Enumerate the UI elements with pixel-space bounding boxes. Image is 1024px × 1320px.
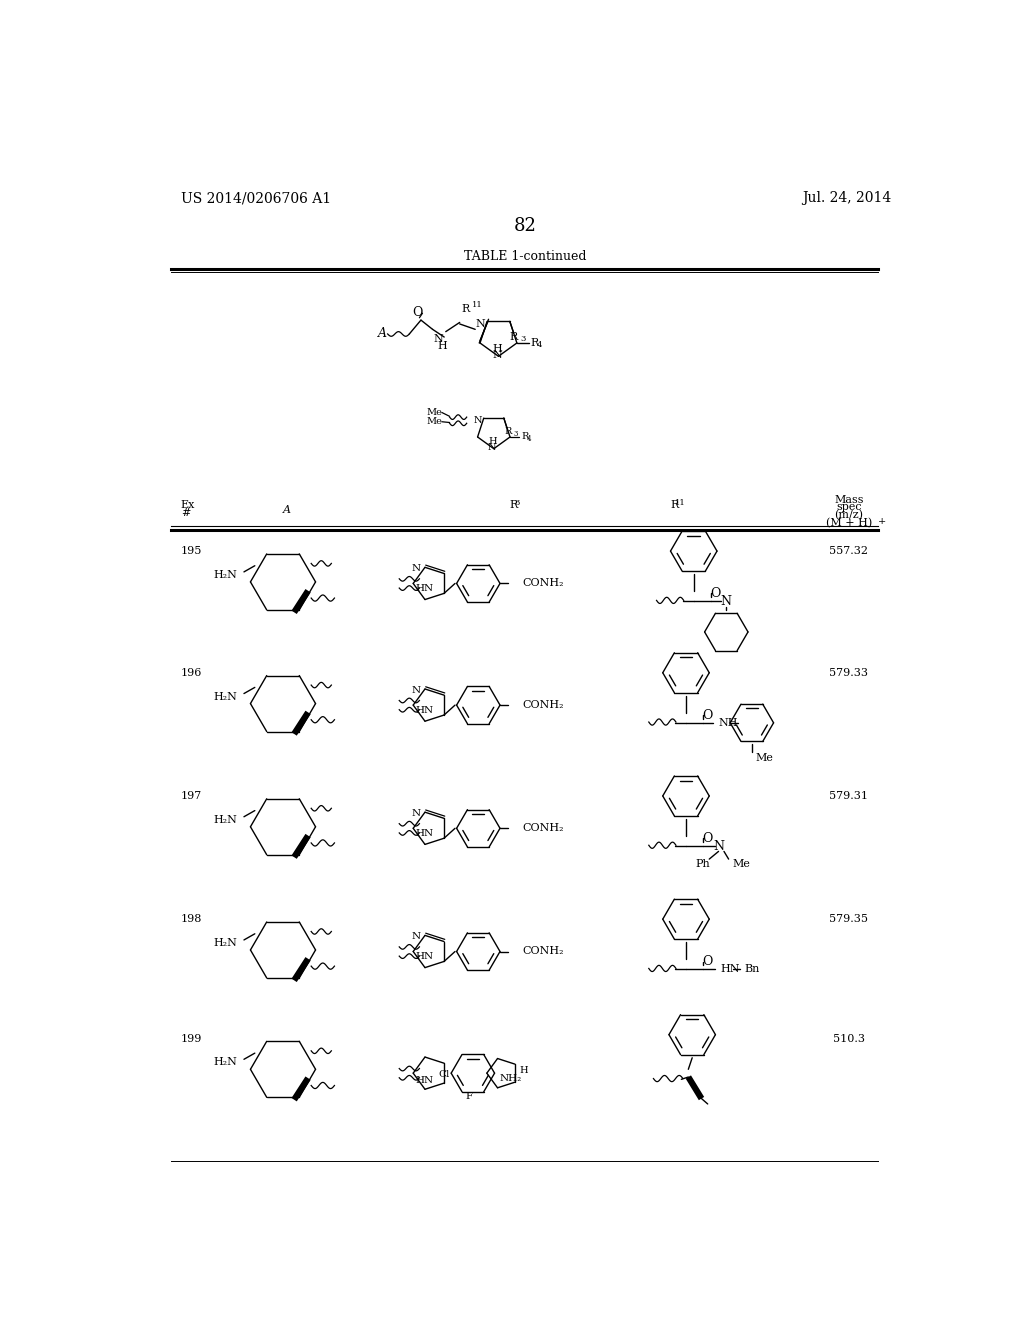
Text: CONH₂: CONH₂ <box>522 946 564 957</box>
Text: R: R <box>530 338 539 348</box>
Text: 4: 4 <box>527 436 531 444</box>
Text: H: H <box>492 343 502 354</box>
Text: O: O <box>702 954 713 968</box>
Text: HN: HN <box>720 964 739 974</box>
Text: Me: Me <box>756 754 773 763</box>
Text: 11: 11 <box>472 301 483 309</box>
Text: HN: HN <box>416 585 434 593</box>
Text: HN: HN <box>416 706 434 715</box>
Text: TABLE 1-continued: TABLE 1-continued <box>464 251 586 264</box>
Text: Mass: Mass <box>834 495 863 504</box>
Text: 197: 197 <box>180 791 202 801</box>
Text: HN: HN <box>416 952 434 961</box>
Text: (m/z): (m/z) <box>835 510 863 520</box>
Text: H₂N: H₂N <box>214 692 238 702</box>
Text: Me: Me <box>426 417 442 426</box>
Text: 82: 82 <box>513 218 537 235</box>
Text: N: N <box>721 594 732 607</box>
Text: Jul. 24, 2014: Jul. 24, 2014 <box>802 191 892 206</box>
Text: HN: HN <box>416 829 434 838</box>
Text: R: R <box>671 500 679 510</box>
Text: A: A <box>283 504 291 515</box>
Text: R: R <box>461 304 469 314</box>
Text: HN: HN <box>416 1076 434 1085</box>
Text: 3: 3 <box>520 335 525 343</box>
Text: H₂N: H₂N <box>214 814 238 825</box>
Text: Ph: Ph <box>695 859 711 869</box>
Text: N: N <box>488 442 497 451</box>
Text: (M + H): (M + H) <box>825 517 871 528</box>
Text: R: R <box>521 433 529 441</box>
Text: 4: 4 <box>537 342 543 350</box>
Text: R: R <box>510 331 518 342</box>
Text: 510.3: 510.3 <box>833 1034 864 1044</box>
Text: 3: 3 <box>514 499 519 507</box>
Text: Me: Me <box>426 408 442 417</box>
Text: N: N <box>492 350 502 360</box>
Text: O: O <box>702 832 713 845</box>
Text: H: H <box>519 1065 528 1074</box>
Text: NH: NH <box>719 718 738 727</box>
Text: US 2014/0206706 A1: US 2014/0206706 A1 <box>180 191 331 206</box>
Text: N: N <box>412 565 421 573</box>
Text: H₂N: H₂N <box>214 1057 238 1068</box>
Text: CONH₂: CONH₂ <box>522 700 564 710</box>
Text: N: N <box>412 809 421 818</box>
Text: H: H <box>488 437 497 446</box>
Text: 579.35: 579.35 <box>829 915 868 924</box>
Text: CONH₂: CONH₂ <box>522 824 564 833</box>
Text: NH₂: NH₂ <box>499 1074 521 1084</box>
Text: 196: 196 <box>180 668 202 677</box>
Text: R: R <box>509 500 517 510</box>
Text: N: N <box>473 416 482 425</box>
Text: Me: Me <box>732 859 751 869</box>
Text: 11: 11 <box>675 499 686 507</box>
Text: 579.33: 579.33 <box>829 668 868 677</box>
Text: N: N <box>433 334 442 345</box>
Text: 557.32: 557.32 <box>829 546 868 556</box>
Text: N: N <box>412 932 421 941</box>
Text: H: H <box>438 342 447 351</box>
Text: 199: 199 <box>180 1034 202 1044</box>
Text: 579.31: 579.31 <box>829 791 868 801</box>
Text: R: R <box>504 428 511 437</box>
Text: O: O <box>412 306 422 319</box>
Text: N: N <box>475 318 485 329</box>
Text: 195: 195 <box>180 546 202 556</box>
Text: Cl: Cl <box>438 1071 450 1080</box>
Text: O: O <box>702 709 713 722</box>
Text: H₂N: H₂N <box>214 570 238 579</box>
Text: CONH₂: CONH₂ <box>522 578 564 589</box>
Text: N: N <box>713 840 724 853</box>
Text: 3: 3 <box>513 430 517 438</box>
Text: 198: 198 <box>180 915 202 924</box>
Text: H₂N: H₂N <box>214 939 238 948</box>
Text: O: O <box>711 587 721 601</box>
Text: +: + <box>879 516 887 525</box>
Text: #: # <box>180 508 190 519</box>
Text: spec: spec <box>836 502 861 512</box>
Text: Bn: Bn <box>744 964 760 974</box>
Text: Ex: Ex <box>180 500 196 510</box>
Text: A: A <box>378 327 387 341</box>
Text: N: N <box>412 686 421 696</box>
Text: F: F <box>466 1092 472 1101</box>
